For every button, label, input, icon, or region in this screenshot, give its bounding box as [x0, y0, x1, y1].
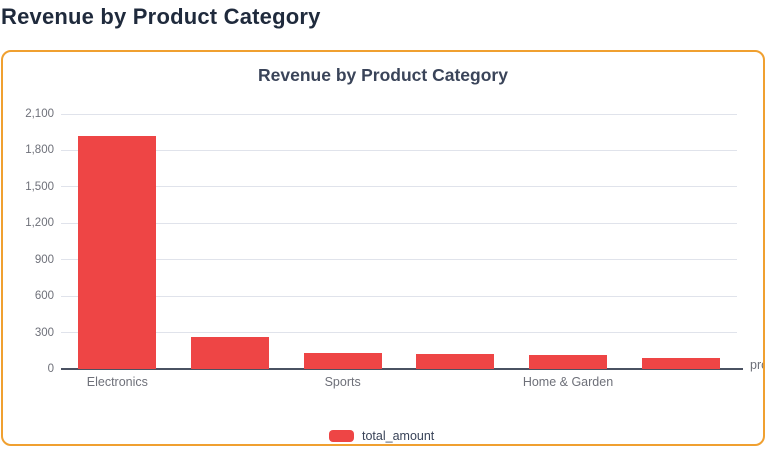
bar[interactable]	[529, 354, 607, 369]
gridline	[61, 222, 737, 224]
legend-item-total-amount[interactable]: total_amount	[329, 428, 434, 444]
plot-area: 0 300 600 900 1,200 1,500 1,800 2,100 Electronic…	[3, 52, 763, 444]
y-tick-label: 1,200	[25, 217, 54, 230]
legend-label: total_amount	[362, 429, 435, 443]
page-title: Revenue by Product Category	[1, 4, 321, 29]
x-tick-label: Electronics	[86, 375, 148, 389]
bar[interactable]	[641, 357, 720, 369]
x-axis-title: pro	[750, 358, 763, 372]
y-tick-label: 300	[34, 326, 54, 339]
y-tick-label: 1,500	[25, 180, 54, 193]
gridline	[61, 295, 737, 297]
x-tick-label: Home & Garden	[522, 375, 614, 389]
gridline	[61, 259, 737, 261]
bar[interactable]	[416, 353, 495, 369]
y-tick-label: 1,800	[25, 144, 54, 157]
y-tick-label: 900	[34, 253, 54, 266]
x-tick-label: Sports	[324, 375, 361, 389]
legend-marker	[329, 430, 354, 442]
chart-title: Revenue by Product Category	[258, 65, 508, 85]
y-tick-label: 600	[34, 290, 54, 303]
bar[interactable]	[191, 336, 269, 369]
gridline	[61, 149, 737, 151]
gridline	[61, 186, 737, 188]
x-axis-line	[61, 368, 743, 370]
y-tick-label: 0	[47, 363, 54, 375]
bar[interactable]	[303, 352, 382, 369]
y-tick-label: 2,100	[25, 108, 54, 120]
gridline	[61, 332, 737, 334]
gridline	[61, 113, 737, 115]
bar[interactable]	[78, 136, 157, 369]
chart-card: Revenue by Product Category 0 300 600 900 1,…	[1, 50, 765, 446]
